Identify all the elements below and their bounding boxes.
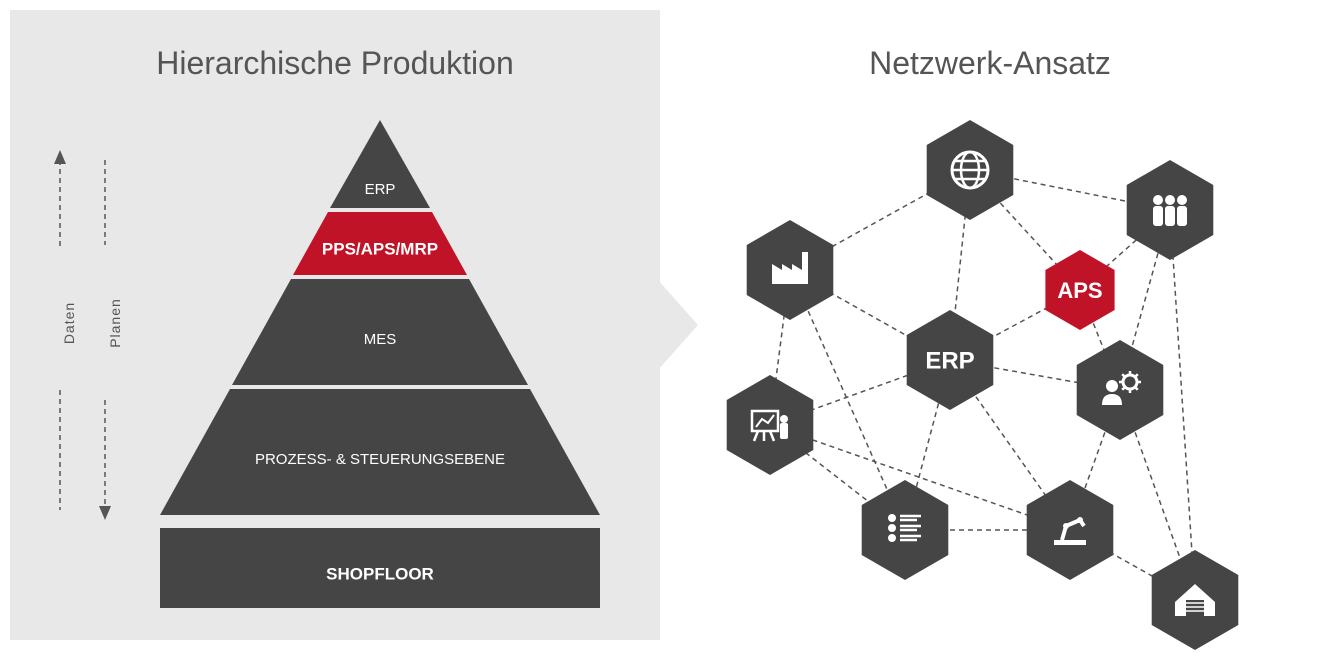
people-icon <box>1153 195 1187 226</box>
pyramid-diagram: ERP PPS/APS/MRP MES PROZESS- & STEUERUNG… <box>140 120 620 620</box>
network-node-people <box>1127 160 1214 260</box>
pyramid-label-mes: MES <box>364 331 397 348</box>
network-node-robot <box>1027 480 1114 580</box>
right-title: Netzwerk-Ansatz <box>680 45 1300 82</box>
network-edge <box>1170 210 1195 600</box>
pyramid-label-shopfloor: SHOPFLOOR <box>326 564 434 583</box>
left-panel: Hierarchische Produktion Daten Planen <box>10 10 660 640</box>
network-node-aps: APS <box>1045 250 1114 330</box>
vertical-axis-labels: Daten Planen <box>40 130 135 530</box>
axis-label-planen: Planen <box>107 298 123 348</box>
network-node-factory <box>747 220 834 320</box>
axis-label-daten: Daten <box>61 302 77 344</box>
network-node-engops <box>1077 340 1164 440</box>
network-node-label-erp: ERP <box>925 347 974 374</box>
network-node-erp: ERP <box>907 310 994 410</box>
pyramid-label-erp: ERP <box>365 181 396 198</box>
pyramid-label-process: PROZESS- & STEUERUNGSEBENE <box>255 451 505 468</box>
left-title: Hierarchische Produktion <box>10 45 660 82</box>
network-node-globe <box>927 120 1014 220</box>
network-diagram: APS ERP <box>700 100 1300 660</box>
network-node-training <box>727 375 814 475</box>
network-node-list <box>862 480 949 580</box>
network-node-warehouse <box>1152 550 1239 650</box>
network-node-label-aps: APS <box>1057 278 1102 303</box>
pyramid-label-pps: PPS/APS/MRP <box>322 239 438 258</box>
